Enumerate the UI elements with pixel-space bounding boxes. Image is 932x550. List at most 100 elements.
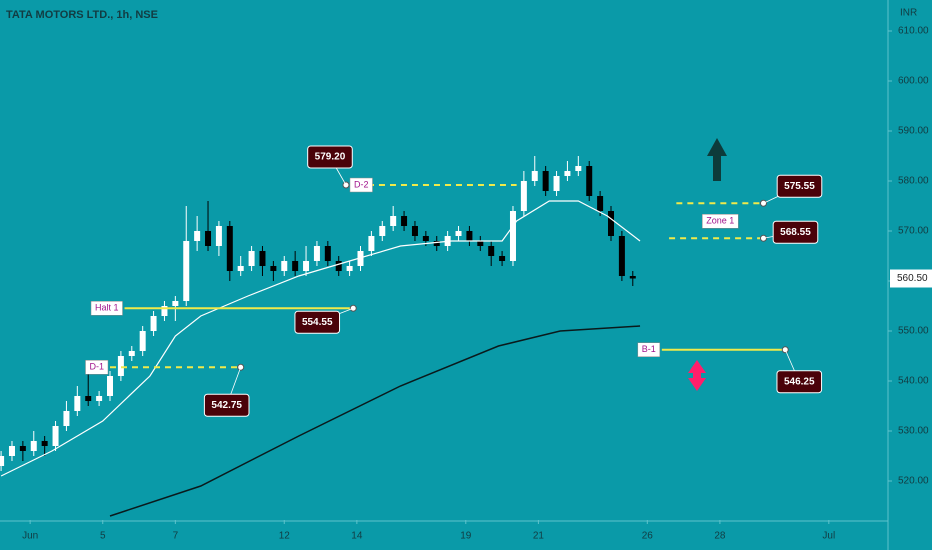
candle-body: [324, 246, 331, 261]
candle-body: [335, 261, 342, 271]
candle-body: [303, 261, 310, 271]
drawing: 575.55: [676, 174, 823, 207]
y-tick-label: 610.00: [898, 26, 929, 37]
candle-body: [553, 176, 560, 191]
y-tick-label: 590.00: [898, 126, 929, 137]
drawing-label: D-1: [89, 362, 104, 372]
candle-body: [183, 241, 190, 301]
candle-body: [139, 331, 146, 351]
candle-body: [96, 396, 103, 401]
candle-body: [85, 396, 92, 401]
currency-label: INR: [900, 8, 917, 19]
y-tick-label: 600.00: [898, 76, 929, 87]
price-tag-text: 579.20: [315, 152, 346, 163]
candle-body: [117, 356, 124, 376]
candle-body: [30, 441, 37, 451]
candle-body: [226, 226, 233, 271]
candle-body: [618, 236, 625, 276]
candle-body: [259, 251, 266, 266]
candles: [0, 156, 636, 471]
down-arrow: [688, 360, 706, 391]
x-tick-label: Jun: [22, 531, 38, 542]
drawing: Zone 1 568.55: [669, 214, 819, 244]
candle-body: [205, 231, 212, 246]
candle-body: [542, 171, 549, 191]
candle-body: [531, 171, 538, 181]
y-tick-label: 570.00: [898, 226, 929, 237]
drawing-label-box: [349, 177, 373, 193]
moving-average-line: [109, 325, 641, 517]
candle-body: [237, 266, 244, 271]
candle-body: [270, 266, 277, 271]
x-tick-label: 21: [533, 531, 545, 542]
candle-body: [477, 241, 484, 246]
candle-body: [128, 351, 135, 356]
candle-body: [607, 211, 614, 236]
candle-body: [629, 276, 636, 279]
last-price-label: 560.50: [897, 273, 928, 284]
candle-body: [172, 301, 179, 306]
drawing-label: B-1: [642, 344, 656, 354]
drawing-label-box: [90, 301, 123, 316]
y-tick-label: 520.00: [898, 476, 929, 487]
candle-body: [368, 236, 375, 251]
candle-body: [379, 226, 386, 236]
candle-body: [466, 231, 473, 241]
chart-title: TATA MOTORS LTD., 1h, NSE: [6, 9, 158, 21]
price-tag: [203, 393, 250, 417]
drawing-label: D-2: [354, 179, 369, 189]
price-tag-text: 575.55: [784, 181, 815, 192]
moving-average-line: [0, 200, 641, 477]
candle-body: [41, 441, 48, 446]
drawing-label: Halt 1: [95, 303, 119, 313]
candle-body: [390, 216, 397, 226]
drawing: D-2 579.20: [307, 145, 517, 193]
candle-body: [292, 261, 299, 271]
candle-body: [597, 196, 604, 211]
candle-body: [488, 246, 495, 256]
candle-body: [150, 316, 157, 331]
candle-body: [161, 306, 168, 316]
drawing: Halt 1 554.55: [90, 301, 357, 334]
price-tag-text: 568.55: [780, 227, 811, 238]
candle-body: [346, 266, 353, 271]
candle-body: [520, 181, 527, 211]
drawing: B-1 546.25: [637, 342, 823, 394]
candle-body: [455, 231, 462, 236]
candle-body: [575, 166, 582, 171]
price-tag-text: 554.55: [302, 317, 333, 328]
x-tick-label: 5: [100, 531, 106, 542]
candle-body: [215, 226, 222, 246]
candle-body: [248, 251, 255, 266]
drawing-label: Zone 1: [706, 216, 734, 226]
x-tick-label: Jul: [822, 531, 835, 542]
last-price-box: [890, 269, 932, 288]
x-tick-label: 7: [173, 531, 179, 542]
candle-body: [357, 251, 364, 266]
candle-body: [194, 231, 201, 241]
price-tag: [772, 220, 819, 244]
candle-body: [107, 376, 114, 396]
price-tag: [294, 310, 341, 334]
y-tick-label: 540.00: [898, 376, 929, 387]
drawing-label-box: [637, 342, 661, 357]
x-tick-label: 14: [351, 531, 363, 542]
x-tick-label: 28: [714, 531, 726, 542]
y-tick-label: 550.00: [898, 326, 929, 337]
y-tick-label: 530.00: [898, 426, 929, 437]
candle-body: [19, 446, 26, 451]
candle-body: [564, 171, 571, 176]
price-tag: [776, 370, 823, 394]
y-tick-label: 580.00: [898, 176, 929, 187]
price-tag-text: 542.75: [211, 400, 242, 411]
candle-body: [8, 446, 15, 456]
drawing: D-1 542.75: [85, 360, 250, 417]
price-tag: [307, 145, 353, 169]
candle-body: [411, 226, 418, 236]
candle-body: [433, 241, 440, 246]
candle-body: [401, 216, 408, 226]
candle-body: [313, 246, 320, 261]
candle-body: [63, 411, 70, 426]
